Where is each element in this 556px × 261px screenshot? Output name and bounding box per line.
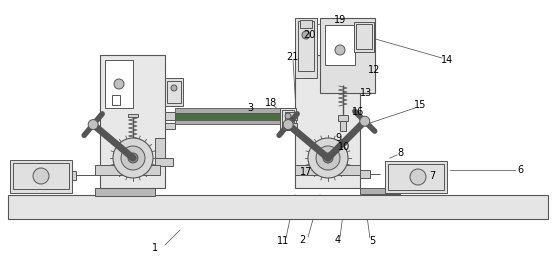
Text: 18: 18 bbox=[265, 98, 277, 108]
Text: 21: 21 bbox=[286, 52, 298, 62]
Bar bbox=[175, 113, 345, 120]
Bar bbox=[155, 158, 173, 166]
Text: 2: 2 bbox=[299, 235, 305, 245]
Circle shape bbox=[113, 138, 153, 178]
Bar bbox=[165, 78, 183, 106]
Text: 17: 17 bbox=[300, 167, 312, 177]
Circle shape bbox=[323, 153, 333, 163]
Bar bbox=[388, 164, 444, 190]
Bar bbox=[356, 24, 372, 49]
Bar bbox=[300, 20, 312, 28]
Bar bbox=[175, 108, 345, 113]
Bar bbox=[295, 165, 360, 175]
Circle shape bbox=[171, 85, 177, 91]
Bar bbox=[112, 95, 120, 105]
Text: 15: 15 bbox=[414, 100, 426, 110]
Bar bbox=[282, 110, 294, 128]
Text: 12: 12 bbox=[368, 65, 380, 75]
Bar bbox=[13, 163, 69, 189]
Bar bbox=[298, 21, 314, 71]
Bar bbox=[8, 195, 548, 219]
Circle shape bbox=[121, 146, 145, 170]
Bar bbox=[155, 138, 165, 158]
Bar bbox=[175, 120, 345, 124]
Text: 8: 8 bbox=[397, 148, 403, 158]
Bar bbox=[128, 114, 138, 117]
Bar bbox=[167, 81, 181, 103]
Text: 11: 11 bbox=[277, 236, 289, 246]
Text: 1: 1 bbox=[152, 243, 158, 253]
Bar bbox=[165, 123, 175, 129]
Circle shape bbox=[88, 120, 98, 129]
Bar bbox=[10, 160, 72, 193]
Circle shape bbox=[114, 79, 124, 89]
Bar bbox=[285, 123, 297, 129]
Text: 14: 14 bbox=[441, 55, 453, 65]
Circle shape bbox=[335, 45, 345, 55]
Bar bbox=[295, 18, 317, 78]
Circle shape bbox=[360, 116, 370, 126]
Text: 3: 3 bbox=[247, 103, 253, 113]
Circle shape bbox=[33, 168, 49, 184]
Bar bbox=[338, 115, 348, 121]
Bar bbox=[385, 161, 447, 193]
Circle shape bbox=[308, 138, 348, 178]
Bar bbox=[354, 22, 374, 52]
Bar bbox=[360, 170, 370, 178]
Text: 13: 13 bbox=[360, 88, 372, 98]
Text: 6: 6 bbox=[517, 165, 523, 175]
Text: 10: 10 bbox=[338, 142, 350, 152]
Bar bbox=[320, 18, 375, 93]
Circle shape bbox=[128, 153, 138, 163]
Bar bbox=[390, 188, 400, 194]
Text: 16: 16 bbox=[352, 107, 364, 117]
Circle shape bbox=[283, 120, 293, 129]
Text: 7: 7 bbox=[429, 171, 435, 181]
Bar bbox=[95, 188, 155, 196]
Bar bbox=[340, 121, 346, 131]
Circle shape bbox=[302, 31, 310, 39]
Circle shape bbox=[410, 169, 426, 185]
Bar bbox=[72, 171, 76, 180]
Bar bbox=[295, 55, 360, 188]
Text: 19: 19 bbox=[334, 15, 346, 25]
Circle shape bbox=[316, 146, 340, 170]
Text: 9: 9 bbox=[335, 133, 341, 143]
Bar bbox=[95, 165, 160, 175]
Bar bbox=[360, 188, 400, 194]
Bar bbox=[105, 60, 133, 108]
Text: 4: 4 bbox=[335, 235, 341, 245]
Bar bbox=[285, 112, 297, 120]
Bar bbox=[280, 108, 296, 130]
Text: 20: 20 bbox=[303, 30, 315, 40]
Bar bbox=[100, 55, 165, 188]
Bar bbox=[165, 112, 175, 120]
Circle shape bbox=[285, 113, 291, 119]
Bar bbox=[325, 25, 355, 65]
Text: 5: 5 bbox=[369, 236, 375, 246]
